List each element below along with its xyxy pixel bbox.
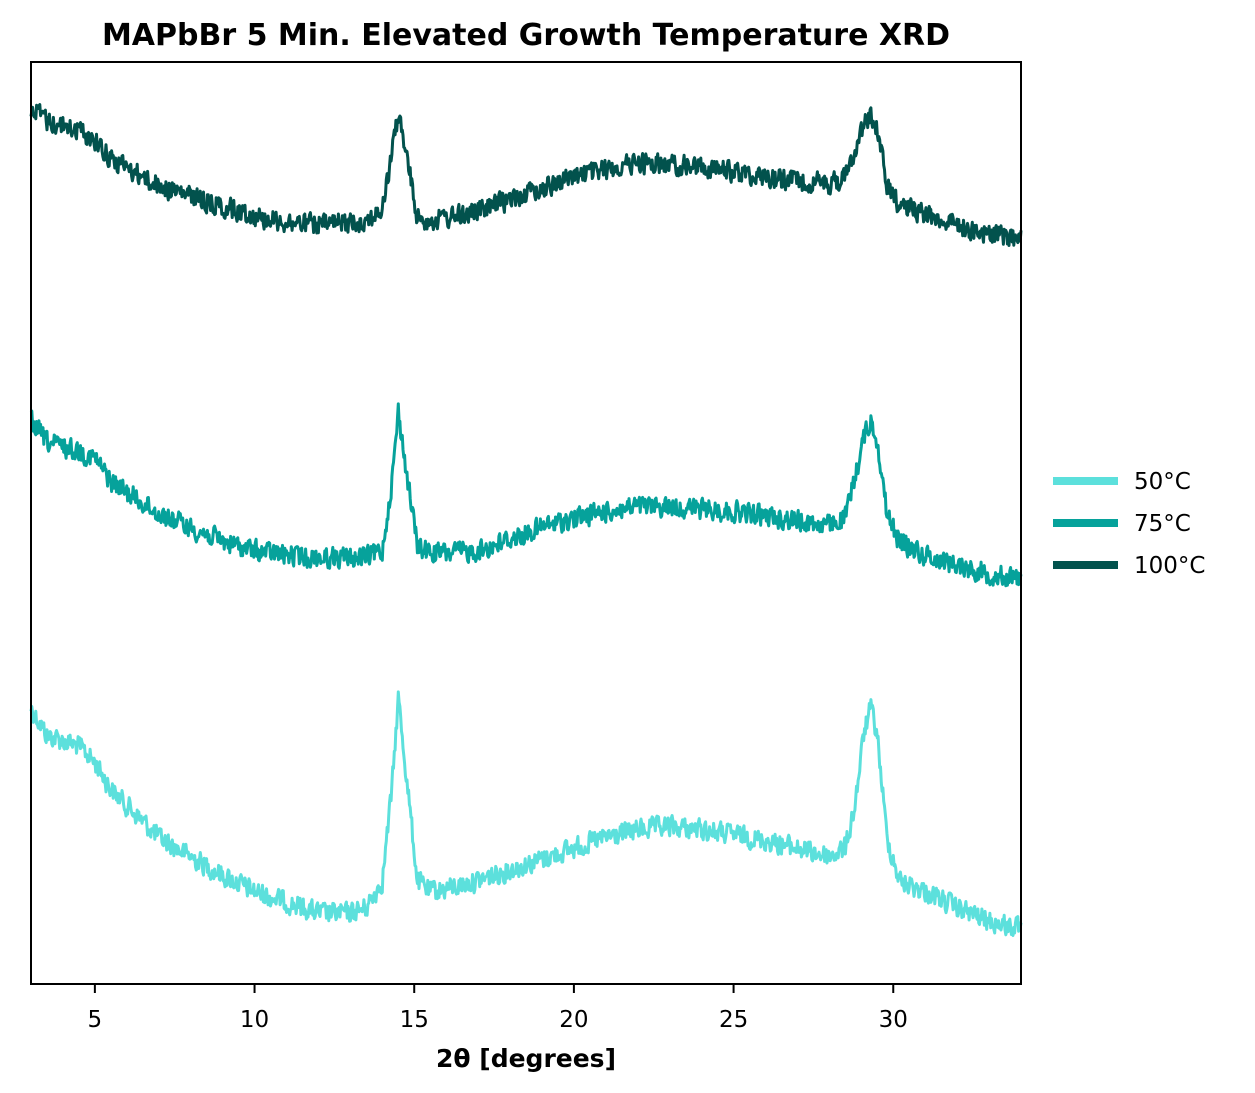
legend-label: 100°C (1134, 553, 1205, 579)
x-tick-label: 30 (879, 1007, 908, 1033)
x-axis-label: 2θ [degrees] (436, 1044, 616, 1073)
legend-label: 50°C (1134, 469, 1191, 495)
series-line-50C (29, 690, 1023, 937)
series-line-75C (29, 402, 1023, 588)
chart-title: MAPbBr 5 Min. Elevated Growth Temperatur… (102, 18, 950, 53)
series-line-100C (29, 103, 1023, 247)
x-tick-label: 10 (240, 1007, 269, 1033)
legend: 50°C 75°C 100°C (1053, 469, 1205, 579)
x-tick-label: 25 (719, 1007, 748, 1033)
legend-label: 75°C (1134, 511, 1191, 537)
x-tick-label: 15 (400, 1007, 429, 1033)
series-layer (29, 103, 1023, 937)
x-tick-label: 5 (88, 1007, 103, 1033)
x-tick-label: 20 (559, 1007, 588, 1033)
x-axis-ticks: 5 10 15 20 25 30 (88, 984, 908, 1033)
plot-frame (30, 61, 1022, 985)
